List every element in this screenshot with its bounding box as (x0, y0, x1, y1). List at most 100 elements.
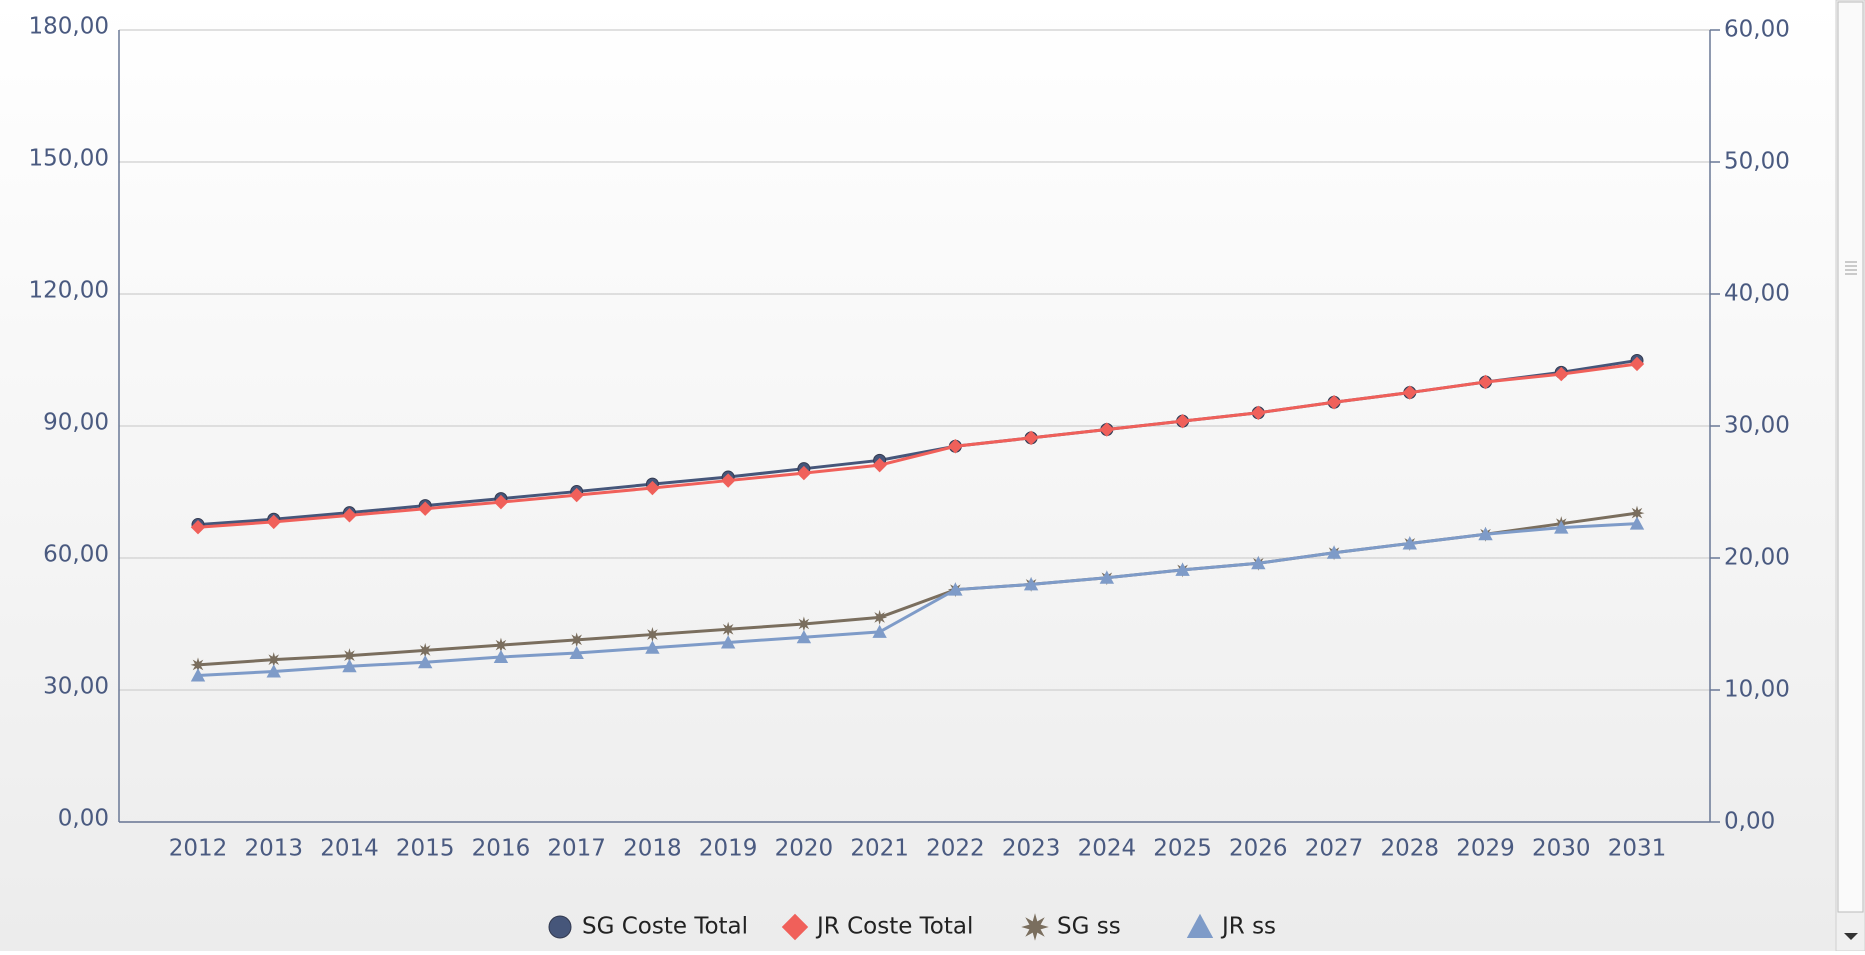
marker (342, 659, 357, 673)
marker (1099, 422, 1115, 437)
marker (1629, 356, 1645, 372)
legend-label: SG ss (1057, 914, 1121, 940)
x-tick-label: 2020 (775, 836, 834, 862)
x-tick-label: 2021 (850, 836, 909, 862)
x-tick-label: 2026 (1229, 836, 1288, 862)
marker (1023, 430, 1039, 446)
legend-label: JR Coste Total (815, 914, 973, 940)
marker (1478, 527, 1493, 541)
legend-item: SG Coste Total (548, 914, 748, 940)
y-tick-label: 180,00 (29, 14, 109, 40)
y2-tick-label: 30,00 (1724, 413, 1790, 439)
marker (266, 514, 281, 530)
x-tick-label: 2031 (1608, 836, 1667, 862)
x-tick-label: 2029 (1456, 836, 1515, 862)
marker (190, 520, 206, 535)
x-tick-label: 2018 (623, 836, 682, 862)
x-tick-label: 2025 (1153, 836, 1212, 862)
y-tick-label: 90,00 (43, 410, 109, 436)
marker (1023, 577, 1039, 591)
marker (1554, 366, 1569, 382)
marker (1326, 545, 1342, 559)
marker (796, 616, 812, 632)
marker (493, 637, 509, 653)
marker (720, 473, 736, 488)
y-tick-label: 30,00 (43, 674, 109, 700)
marker (342, 508, 357, 523)
series-line (197, 522, 1638, 677)
marker (796, 465, 812, 481)
x-tick-label: 2015 (396, 836, 455, 862)
legend-item: JR ss (1186, 913, 1276, 940)
marker (1402, 536, 1417, 550)
legend-item: SG ss (1021, 913, 1121, 941)
marker (948, 582, 963, 596)
x-tick-label: 2019 (699, 836, 758, 862)
y2-tick-label: 50,00 (1724, 149, 1790, 175)
y2-tick-label: 0,00 (1724, 809, 1775, 835)
marker (266, 664, 281, 678)
x-tick-label: 2028 (1381, 836, 1440, 862)
marker (1175, 413, 1190, 429)
marker (1251, 556, 1266, 570)
marker (720, 621, 736, 637)
marker (569, 487, 584, 503)
marker (493, 494, 509, 510)
marker (1186, 913, 1214, 938)
x-tick-label: 2024 (1078, 836, 1137, 862)
marker (417, 642, 433, 658)
marker (1402, 385, 1417, 400)
x-tick-label: 2017 (547, 836, 606, 862)
y2-tick-label: 40,00 (1724, 281, 1790, 307)
marker (1554, 520, 1569, 534)
legend-item: JR Coste Total (781, 913, 973, 941)
marker (190, 668, 206, 682)
y2-tick-label: 20,00 (1724, 545, 1790, 571)
x-tick-label: 2030 (1532, 836, 1591, 862)
legend-label: SG Coste Total (582, 914, 748, 940)
x-tick-label: 2027 (1305, 836, 1364, 862)
marker (645, 640, 660, 654)
marker (1478, 374, 1493, 390)
marker (569, 632, 585, 648)
marker (1629, 516, 1645, 530)
legend-label: JR ss (1220, 914, 1276, 940)
scrollbar[interactable] (1835, 0, 1865, 952)
marker (948, 439, 963, 454)
marker (418, 655, 433, 669)
marker (418, 501, 433, 516)
marker (872, 457, 887, 473)
x-tick-label: 2023 (1002, 836, 1061, 862)
marker (720, 635, 736, 649)
marker (781, 913, 809, 941)
marker (796, 630, 812, 644)
marker (1251, 405, 1266, 420)
y-tick-label: 120,00 (29, 278, 109, 304)
x-tick-label: 2014 (320, 836, 379, 862)
y-tick-label: 60,00 (43, 542, 109, 568)
marker (872, 624, 887, 638)
y-tick-label: 0,00 (58, 806, 109, 832)
x-tick-label: 2022 (926, 836, 985, 862)
marker (493, 649, 509, 663)
marker (1175, 562, 1190, 576)
marker (266, 652, 282, 668)
marker (872, 609, 888, 625)
x-tick-label: 2013 (244, 836, 303, 862)
marker (1629, 505, 1645, 521)
y2-tick-label: 60,00 (1724, 17, 1790, 43)
x-tick-label: 2012 (169, 836, 228, 862)
marker (190, 657, 206, 673)
marker (341, 648, 357, 664)
x-tick-label: 2016 (472, 836, 531, 862)
marker (1099, 570, 1115, 584)
series-line (197, 362, 1638, 529)
marker (645, 480, 660, 496)
marker (548, 915, 572, 939)
marker (644, 627, 660, 643)
marker (569, 645, 584, 660)
y-tick-label: 150,00 (29, 146, 109, 172)
y2-tick-label: 10,00 (1724, 677, 1790, 703)
